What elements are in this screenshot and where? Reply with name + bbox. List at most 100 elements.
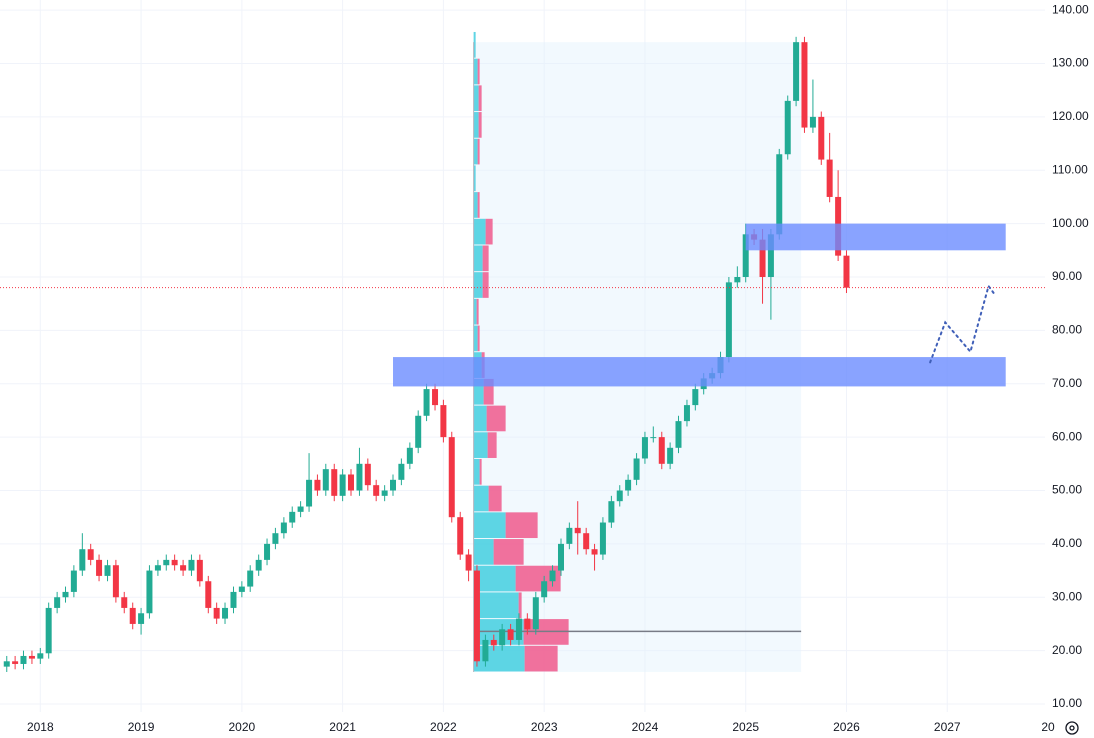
profile-down [524,645,558,672]
candle-body [465,554,472,571]
candle-body [532,597,539,630]
settings-icon[interactable] [1065,721,1079,735]
x-tick-label: 2022 [430,720,457,734]
candle-body [62,591,69,598]
candle-body [541,581,548,598]
y-tick-label: 10.00 [1052,696,1082,710]
profile-down [485,218,493,245]
profile-up [473,165,476,192]
zone [393,357,1006,387]
profile-up [473,458,480,485]
x-tick-label: 2019 [128,720,155,734]
x-tick-label: 2025 [732,720,759,734]
candle-body [96,559,103,576]
candle-body [734,277,741,283]
settings-hub[interactable] [1069,725,1075,731]
profile-up [473,192,478,218]
candle-body [423,389,430,416]
candle-body [238,586,245,592]
candle-body [129,607,136,624]
candle-body [196,559,203,582]
candle-body [264,543,271,560]
profile-up [473,31,476,58]
y-tick-label: 130.00 [1052,56,1089,70]
candle-body [373,485,380,496]
candle-body [322,469,329,491]
candle-body [633,458,640,480]
candle-body [759,239,766,278]
profile-up [473,539,494,565]
candle-body [364,463,371,486]
candle-body [356,463,363,491]
profile-down [478,85,482,112]
profile-down [487,432,497,458]
candle-body [406,447,413,464]
profile-down [477,192,480,218]
profile-down [479,458,482,485]
y-tick-label: 140.00 [1052,2,1089,16]
candle-body [70,570,77,592]
profile-up [473,298,477,325]
profile-down [483,378,494,405]
candle-body [331,469,338,496]
candle-body [549,570,556,582]
profile-up [473,645,525,672]
profile-up [473,85,479,112]
candle-body [180,565,187,571]
candle-body [742,234,749,278]
profile-down [477,58,480,85]
candle-body [45,607,52,654]
x-tick-label: 2018 [27,720,54,734]
candle-body [54,597,61,608]
candle-body [87,549,94,560]
profile-down [477,325,480,352]
settings-ring[interactable] [1065,721,1079,735]
profile-up [473,112,479,138]
profile-down [482,245,489,272]
candle-body [473,570,480,662]
profile-down [493,539,524,565]
candle-body [482,639,489,662]
y-tick-label: 110.00 [1052,162,1088,176]
y-tick-label: 90.00 [1052,269,1082,283]
candle-body [255,559,262,571]
candle-body [398,463,405,480]
candle-body [272,533,279,544]
profile-up [473,512,506,539]
x-tick-label: 2020 [228,720,255,734]
candle-body [306,479,313,507]
candle-body [440,405,447,438]
profile-up [473,218,486,245]
x-tick-label: 2021 [329,720,356,734]
candle-body [776,154,783,235]
candle-body [213,607,220,619]
candle-body [230,591,237,608]
candle-body [583,533,590,550]
candle-body [793,42,800,101]
x-tick-label: 2024 [632,720,659,734]
candle-body [826,159,833,197]
candle-body [801,42,808,128]
candle-body [608,501,615,523]
profile-up [473,58,478,85]
candle-body [222,607,229,619]
candle-body [658,437,665,464]
y-tick-label: 60.00 [1052,429,1082,443]
y-tick-label: 40.00 [1052,536,1082,550]
profile-down [486,405,506,432]
candle-body [675,421,682,448]
x-tick-label: 2026 [833,720,860,734]
profile-down [477,138,480,165]
candle-body [507,629,514,640]
candle-body [339,474,346,496]
candle-body [205,581,212,608]
candle-body [784,100,791,155]
candle-body [297,506,304,512]
candle-body [457,517,464,555]
y-tick-label: 30.00 [1052,589,1082,603]
candle-body [650,437,657,439]
candle-body [146,570,153,614]
candle-body [138,613,145,624]
